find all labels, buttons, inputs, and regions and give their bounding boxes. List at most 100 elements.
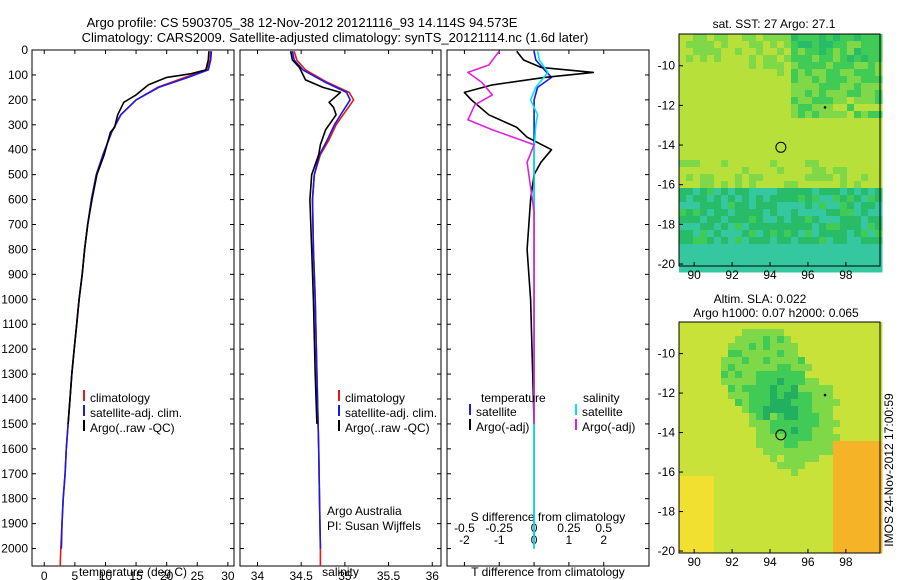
sla-map-cell xyxy=(791,490,799,498)
sla-map-cell xyxy=(805,336,813,344)
sla-map-cell xyxy=(763,406,771,414)
sla-map-cell xyxy=(861,483,869,491)
sla-map-cell xyxy=(798,476,806,484)
sst-map-cell xyxy=(868,48,876,56)
sst-map-cell xyxy=(819,251,827,259)
sst-map-cell xyxy=(735,111,743,119)
sst-map-cell xyxy=(721,34,729,42)
sst-map-cell xyxy=(686,251,694,259)
sst-map-cell xyxy=(805,146,813,154)
sst-map-cell xyxy=(826,146,834,154)
sla-map-cell xyxy=(791,357,799,365)
sla-map-cell xyxy=(777,469,785,477)
sst-map-cell xyxy=(819,188,827,196)
sst-map-cell xyxy=(826,167,834,175)
sst-map-cell xyxy=(798,83,806,91)
temperature-legend-label: climatology xyxy=(90,391,150,405)
sst-map-cell xyxy=(735,181,743,189)
sla-map-cell xyxy=(735,525,743,533)
sst-map-cell xyxy=(784,244,792,252)
sla-map-cell xyxy=(714,322,722,330)
sst-map-cell xyxy=(854,216,862,224)
sla-map-cell xyxy=(854,357,862,365)
sst-map-cell xyxy=(679,195,687,203)
depth-tick-label: 300 xyxy=(8,118,28,132)
sst-map-cell xyxy=(798,118,806,126)
sst-map-cell xyxy=(833,244,841,252)
sla-map-cell xyxy=(756,469,764,477)
sla-map-cell xyxy=(798,532,806,540)
sst-map-cell xyxy=(791,48,799,56)
sst-map-cell xyxy=(742,41,750,49)
sst-map-cell xyxy=(728,90,736,98)
sst-map-cell xyxy=(854,48,862,56)
sst-map-cell xyxy=(756,258,764,266)
sla-map-cell xyxy=(686,434,694,442)
sla-map-cell xyxy=(777,497,785,505)
sla-map-cell xyxy=(840,441,848,449)
sst-map-cell xyxy=(791,167,799,175)
sst-map-cell xyxy=(700,153,708,161)
sst-map-cell xyxy=(763,195,771,203)
sla-map-cell xyxy=(721,434,729,442)
sst-map-cell xyxy=(735,146,743,154)
sla-map-cell xyxy=(763,441,771,449)
sla-map-cell xyxy=(707,525,715,533)
sla-map-cell xyxy=(833,448,841,456)
sla-map-cell xyxy=(805,448,813,456)
sla-map-cell xyxy=(854,462,862,470)
sst-map-cell xyxy=(861,244,869,252)
sla-map-cell xyxy=(812,371,820,379)
sla-map-cell xyxy=(721,490,729,498)
sst-map-cell xyxy=(854,209,862,217)
salinity-axes-frame xyxy=(239,49,442,567)
title-line2: Climatology: CARS2009. Satellite-adjuste… xyxy=(82,30,589,45)
sla-map-cell xyxy=(679,504,687,512)
sla-map-cell xyxy=(721,525,729,533)
sst-map-cell xyxy=(784,83,792,91)
sst-map-cell xyxy=(770,90,778,98)
sla-map-cell xyxy=(749,469,757,477)
sla-map-cell xyxy=(805,392,813,400)
sst-map-cell xyxy=(714,118,722,126)
sla-map-cell xyxy=(728,322,736,330)
depth-tick-label: 900 xyxy=(8,267,28,281)
sst-map-cell xyxy=(707,48,715,56)
sst-map-cell xyxy=(679,258,687,266)
depth-tick-label: 100 xyxy=(8,68,28,82)
sst-map-cell xyxy=(721,104,729,112)
sst-map-cell xyxy=(875,209,883,217)
sst-map-cell xyxy=(742,223,750,231)
sst-map-cell xyxy=(714,34,722,42)
sst-map-cell xyxy=(770,167,778,175)
sst-map-cell xyxy=(875,216,883,224)
sst-map-cell xyxy=(861,181,869,189)
sla-map-cell xyxy=(770,413,778,421)
temperature-xlabel: temperature (deg C) xyxy=(79,565,187,579)
sla-map-cell xyxy=(826,532,834,540)
sla-map-cell xyxy=(791,483,799,491)
salinity-xtick-label: 35.5 xyxy=(377,569,401,580)
sla-map-cell xyxy=(763,392,771,400)
sst-lon-label: 94 xyxy=(763,268,777,282)
sla-map-cell xyxy=(861,399,869,407)
sst-map-cell xyxy=(742,97,750,105)
sst-map-cell xyxy=(875,69,883,77)
sst-map-cell xyxy=(798,216,806,224)
sla-map-cell xyxy=(819,371,827,379)
sla-map-cell xyxy=(707,378,715,386)
sst-map-cell xyxy=(875,251,883,259)
sst-map-cell xyxy=(784,265,792,273)
sla-map-cell xyxy=(777,413,785,421)
sla-map-cell xyxy=(735,329,743,337)
sst-map-cell xyxy=(749,265,757,273)
sst-map-cell xyxy=(700,167,708,175)
sst-map-cell xyxy=(826,97,834,105)
sst-map-cell xyxy=(770,125,778,133)
depth-tick-label: 1000 xyxy=(1,292,28,306)
sla-map-cell xyxy=(826,434,834,442)
sla-map-cell xyxy=(784,511,792,519)
sst-map-cell xyxy=(826,139,834,147)
sst-map-cell xyxy=(854,237,862,245)
sst-map-cell xyxy=(707,181,715,189)
